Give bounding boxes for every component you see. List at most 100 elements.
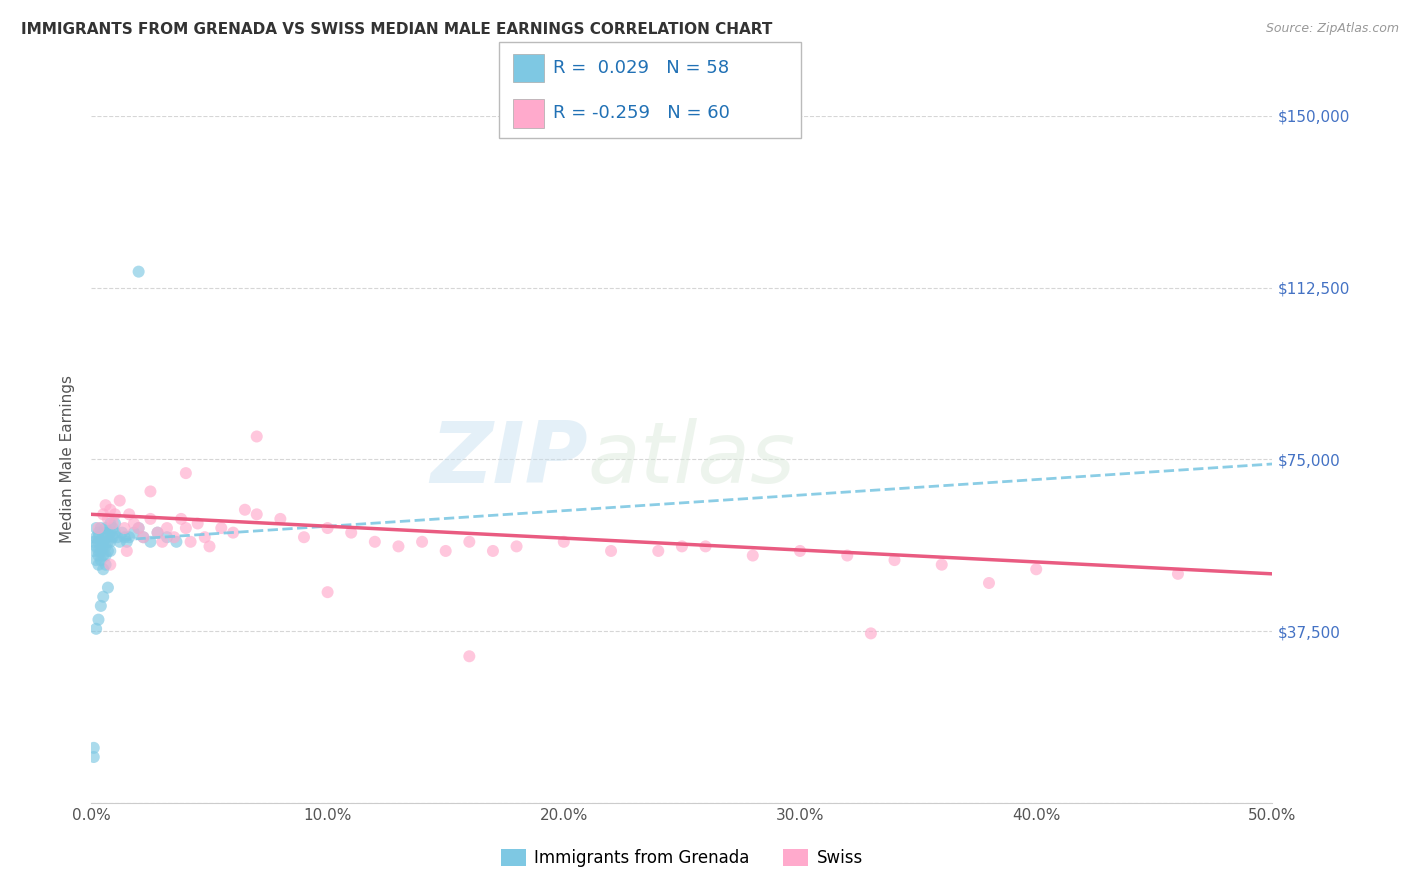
- Text: atlas: atlas: [588, 417, 796, 501]
- Point: [90, 599, 112, 613]
- Point: [94, 558, 117, 572]
- Point: [91, 549, 114, 563]
- Point: [316, 521, 339, 535]
- Point: [108, 534, 131, 549]
- Point: [132, 530, 155, 544]
- Point: [118, 530, 141, 544]
- Point: [1025, 562, 1047, 576]
- Point: [883, 553, 905, 567]
- Point: [98, 502, 121, 516]
- Point: [1167, 566, 1189, 581]
- Point: [83, 534, 105, 549]
- Point: [165, 534, 187, 549]
- Point: [94, 549, 117, 563]
- Point: [91, 562, 114, 576]
- Point: [94, 530, 117, 544]
- Point: [132, 530, 155, 544]
- Text: Source: ZipAtlas.com: Source: ZipAtlas.com: [1265, 22, 1399, 36]
- Point: [115, 534, 138, 549]
- Point: [128, 521, 150, 535]
- Point: [104, 525, 127, 540]
- Point: [87, 544, 110, 558]
- Point: [101, 530, 124, 544]
- Point: [174, 521, 197, 535]
- Point: [97, 544, 120, 558]
- Point: [87, 521, 110, 535]
- Point: [340, 525, 363, 540]
- Point: [98, 558, 121, 572]
- Point: [87, 613, 110, 627]
- Point: [91, 508, 114, 522]
- Point: [114, 530, 136, 544]
- Point: [789, 544, 811, 558]
- Point: [233, 502, 256, 516]
- Point: [83, 544, 105, 558]
- Point: [94, 540, 117, 554]
- Point: [222, 525, 245, 540]
- Point: [97, 534, 120, 549]
- Text: R =  0.029   N = 58: R = 0.029 N = 58: [553, 59, 728, 77]
- Point: [128, 265, 150, 279]
- Point: [156, 530, 179, 544]
- Point: [90, 534, 112, 549]
- Point: [98, 544, 121, 558]
- Point: [316, 585, 339, 599]
- Point: [482, 544, 505, 558]
- Point: [91, 534, 114, 549]
- Point: [246, 429, 269, 443]
- Point: [458, 534, 481, 549]
- Point: [387, 540, 409, 554]
- Point: [139, 534, 162, 549]
- Point: [84, 622, 107, 636]
- Point: [97, 525, 120, 540]
- Point: [87, 558, 110, 572]
- Text: R = -0.259   N = 60: R = -0.259 N = 60: [553, 104, 730, 122]
- Point: [269, 512, 291, 526]
- Point: [505, 540, 527, 554]
- Point: [87, 534, 110, 549]
- Point: [98, 525, 121, 540]
- Point: [246, 508, 269, 522]
- Point: [104, 516, 127, 531]
- Text: IMMIGRANTS FROM GRENADA VS SWISS MEDIAN MALE EARNINGS CORRELATION CHART: IMMIGRANTS FROM GRENADA VS SWISS MEDIAN …: [21, 22, 772, 37]
- Point: [128, 521, 150, 535]
- Point: [87, 530, 110, 544]
- Point: [87, 525, 110, 540]
- Point: [98, 516, 121, 531]
- Point: [101, 516, 124, 531]
- Point: [115, 544, 138, 558]
- Y-axis label: Median Male Earnings: Median Male Earnings: [60, 376, 76, 543]
- Point: [94, 521, 117, 535]
- Legend: Immigrants from Grenada, Swiss: Immigrants from Grenada, Swiss: [495, 842, 869, 873]
- Point: [105, 530, 128, 544]
- Point: [174, 466, 197, 480]
- Point: [87, 549, 110, 563]
- Point: [977, 576, 1000, 591]
- Point: [198, 540, 221, 554]
- Point: [114, 521, 136, 535]
- Point: [150, 534, 173, 549]
- Point: [600, 544, 623, 558]
- Point: [156, 521, 179, 535]
- Point: [859, 626, 882, 640]
- Point: [411, 534, 433, 549]
- Point: [101, 521, 124, 535]
- Point: [194, 530, 217, 544]
- Point: [146, 525, 169, 540]
- Point: [90, 544, 112, 558]
- Text: ZIP: ZIP: [430, 417, 588, 501]
- Point: [139, 512, 162, 526]
- Point: [647, 544, 669, 558]
- Point: [84, 540, 107, 554]
- Point: [97, 512, 120, 526]
- Point: [84, 521, 107, 535]
- Point: [104, 508, 127, 522]
- Point: [83, 750, 105, 764]
- Point: [90, 521, 112, 535]
- Point: [931, 558, 953, 572]
- Point: [122, 525, 145, 540]
- Point: [695, 540, 717, 554]
- Point: [91, 525, 114, 540]
- Point: [170, 512, 193, 526]
- Point: [108, 493, 131, 508]
